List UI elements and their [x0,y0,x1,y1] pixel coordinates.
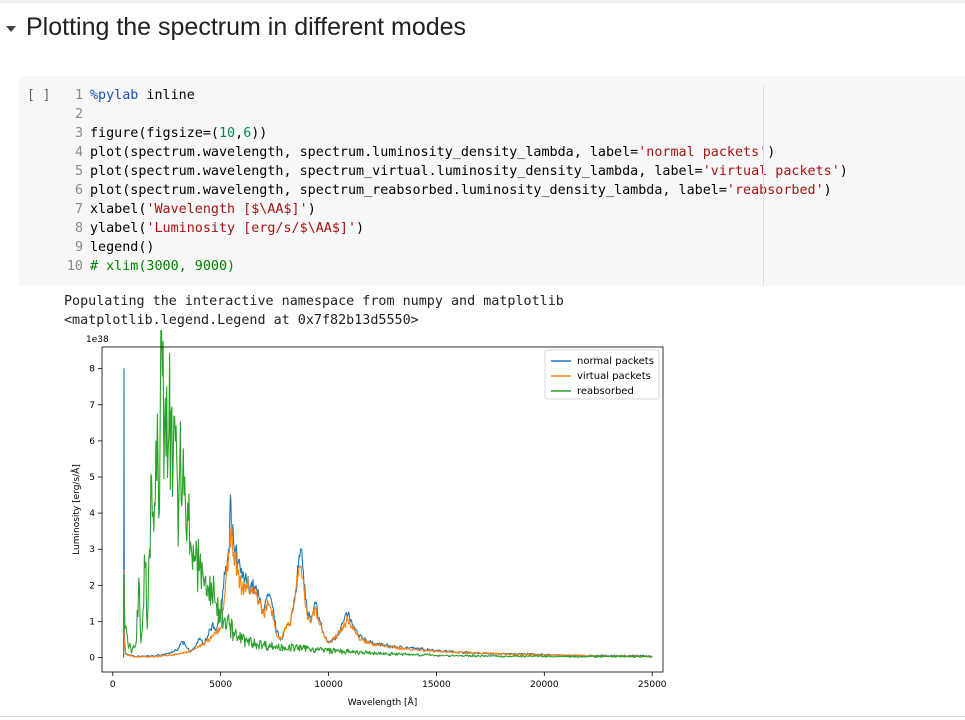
code-token: )) [251,126,268,141]
line-number: 8 [74,221,83,236]
x-tick-label: 5000 [209,680,232,690]
legend-box [544,349,660,400]
code-token: 'virtual packets' [702,164,840,179]
collapse-caret-icon[interactable] [6,25,16,32]
code-line[interactable]: 10 # xlim(3000, 9000) [63,257,763,276]
spectrum-plot: 0 5000 10000 15000 20000 25000 0 1 2 3 4 5 6 7 8 1e38 Wa… [60,306,680,719]
line-number: 4 [74,145,83,160]
code-line[interactable]: 8 ylabel('Luminosity [erg/s/$\AA$]') [63,219,763,238]
x-tick-label: 10000 [314,680,343,690]
code-token: inline [138,88,195,103]
code-token: plot(spectrum.wavelength, spectrum_virtu… [90,164,703,179]
code-token: ) [307,202,316,217]
code-line[interactable]: 9 legend() [63,238,763,257]
plot-frame [101,346,664,673]
line-number: 6 [74,183,83,198]
code-token: 6 [243,126,252,141]
output-line: Populating the interactive namespace fro… [64,294,564,309]
section-header[interactable]: Plotting the spectrum in different modes [0,8,466,46]
code-token: ) [823,183,832,198]
code-line[interactable]: 5 plot(spectrum.wavelength, spectrum_virt… [63,162,848,181]
code-token: 'reabsorbed' [726,183,824,198]
plot-area [102,347,663,672]
y-tick-label: 2 [89,581,95,591]
line-number: 1 [74,88,83,103]
editor-ruler [763,86,764,286]
code-editor[interactable]: 1 %pylab inline 2 3 figure(figsize=(10,6)) 4 p… [63,86,848,276]
code-token: ) [767,145,776,160]
x-axis-label: Wavelength [Å] [348,696,417,708]
legend-label: virtual packets [577,371,651,382]
code-line[interactable]: 4 plot(spectrum.wavelength, spectrum.lumi… [63,143,775,162]
y-tick-label: 5 [89,473,95,483]
code-token: 'Wavelength [$\AA$]' [146,202,308,217]
bottom-divider [0,716,965,717]
code-token: 10 [219,126,236,141]
code-token: , [235,126,244,141]
series-line [123,306,653,659]
code-token: plot(spectrum.wavelength, spectrum_reabs… [90,183,727,198]
y-tick-label: 3 [89,545,95,555]
section-title: Plotting the spectrum in different modes [26,12,467,41]
line-number: 7 [74,202,83,217]
line-number: 2 [74,107,83,122]
code-token: figure(figsize=( [90,126,219,141]
y-tick-label: 8 [89,365,95,375]
code-token: ylabel( [90,221,147,236]
y-tick-label: 7 [89,401,95,411]
series-line [123,523,653,658]
spectrum-chart-svg: 0 5000 10000 15000 20000 25000 0 1 2 3 4 5 6 7 8 1e38 Wa… [70,306,667,708]
y-tick-label: 6 [89,437,95,447]
legend-label: reabsorbed [577,386,634,397]
y-tick-label: 4 [89,509,95,519]
line-number: 10 [66,259,83,274]
run-cell-button[interactable]: [ ] [27,88,51,103]
cell-output: Populating the interactive namespace fro… [64,292,564,330]
line-number: 9 [74,240,83,255]
code-line[interactable]: 2 [63,105,763,124]
code-token: ) [839,164,848,179]
x-tick-label: 0 [110,680,116,690]
code-token: 'Luminosity [erg/s/$\AA$]' [146,221,357,236]
y-tick-label: 1 [89,617,95,627]
legend-label: normal packets [577,356,654,367]
code-token: ) [356,221,365,236]
line-number: 5 [74,164,83,179]
code-line[interactable]: 6 plot(spectrum.wavelength, spectrum_reab… [63,181,832,200]
code-token: # xlim(3000, 9000) [90,259,236,274]
code-line[interactable]: 1 %pylab inline [63,86,763,105]
x-tick-label: 25000 [638,680,667,690]
y-axis-label: Luminosity [erg/s/Å] [70,464,82,555]
y-multiplier-label: 1e38 [86,335,109,345]
code-token: %pylab [90,88,139,103]
output-line: <matplotlib.legend.Legend at 0x7f82b13d5… [64,313,419,328]
code-line[interactable]: 3 figure(figsize=(10,6)) [63,124,763,143]
top-divider [0,0,965,3]
code-token: xlabel( [90,202,147,217]
code-token: plot(spectrum.wavelength, spectrum.lumin… [90,145,639,160]
code-cell[interactable]: [ ] 1 %pylab inline 2 3 figure(figsize=(10,6… [19,76,965,286]
x-tick-label: 20000 [530,680,559,690]
y-tick-label: 0 [89,654,95,664]
line-number: 3 [74,126,83,141]
code-line[interactable]: 7 xlabel('Wavelength [$\AA$]') [63,200,763,219]
code-token: legend() [90,240,155,255]
x-tick-label: 15000 [422,680,451,690]
code-token: 'normal packets' [638,145,768,160]
